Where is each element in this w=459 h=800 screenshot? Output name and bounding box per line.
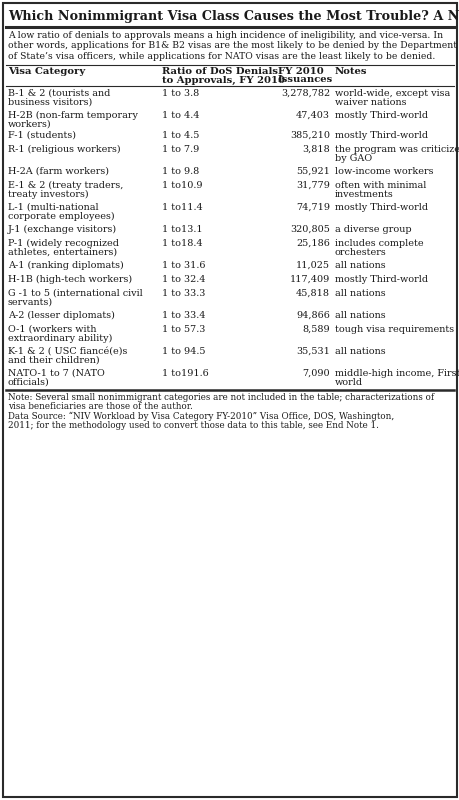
Text: investments: investments <box>334 190 393 199</box>
Text: 1 to 94.5: 1 to 94.5 <box>162 346 205 355</box>
Text: 1 to 4.4: 1 to 4.4 <box>162 110 199 119</box>
Text: often with minimal: often with minimal <box>334 181 425 190</box>
Text: Note: Several small nonimmigrant categories are not included in the table; chara: Note: Several small nonimmigrant categor… <box>8 393 433 402</box>
Text: 45,818: 45,818 <box>295 289 329 298</box>
Text: NATO-1 to 7 (NATO: NATO-1 to 7 (NATO <box>8 369 105 378</box>
Text: R-1 (religious workers): R-1 (religious workers) <box>8 145 120 154</box>
Text: 3,278,782: 3,278,782 <box>280 89 329 98</box>
Text: 7,090: 7,090 <box>302 369 329 378</box>
Text: F-1 (students): F-1 (students) <box>8 130 76 139</box>
Text: 1 to 7.9: 1 to 7.9 <box>162 145 199 154</box>
Text: 1 to 31.6: 1 to 31.6 <box>162 261 205 270</box>
Text: all nations: all nations <box>334 346 385 355</box>
Text: 1 to 3.8: 1 to 3.8 <box>162 89 199 98</box>
Text: workers): workers) <box>8 120 51 129</box>
Text: 35,531: 35,531 <box>296 346 329 355</box>
Text: P-1 (widely recognized: P-1 (widely recognized <box>8 238 119 248</box>
Text: 1 to 33.3: 1 to 33.3 <box>162 289 205 298</box>
Text: officials): officials) <box>8 378 50 387</box>
Text: world-wide, except visa: world-wide, except visa <box>334 89 449 98</box>
Text: A-1 (ranking diplomats): A-1 (ranking diplomats) <box>8 261 123 270</box>
Text: of State’s visa officers, while applications for NATO visas are the least likely: of State’s visa officers, while applicat… <box>8 52 434 61</box>
Text: 74,719: 74,719 <box>295 202 329 211</box>
Text: 2011; for the methodology used to convert those data to this table, see End Note: 2011; for the methodology used to conver… <box>8 421 378 430</box>
Text: O-1 (workers with: O-1 (workers with <box>8 325 96 334</box>
Text: 1 to 9.8: 1 to 9.8 <box>162 166 199 175</box>
Text: athletes, entertainers): athletes, entertainers) <box>8 248 117 257</box>
Text: L-1 (multi-national: L-1 (multi-national <box>8 202 98 211</box>
Text: 1 to 4.5: 1 to 4.5 <box>162 130 199 139</box>
Text: extraordinary ability): extraordinary ability) <box>8 334 112 343</box>
Text: middle-high income, First-: middle-high income, First- <box>334 369 459 378</box>
Text: treaty investors): treaty investors) <box>8 190 89 199</box>
Text: the program was criticized: the program was criticized <box>334 145 459 154</box>
Text: Ratio of DoS Denials: Ratio of DoS Denials <box>162 66 277 75</box>
Text: 31,779: 31,779 <box>296 181 329 190</box>
Text: other words, applications for B1& B2 visas are the most likely to be denied by t: other words, applications for B1& B2 vis… <box>8 42 456 50</box>
Text: B-1 & 2 (tourists and: B-1 & 2 (tourists and <box>8 89 110 98</box>
Text: all nations: all nations <box>334 261 385 270</box>
Text: Which Nonimmigrant Visa Class Causes the Most Trouble? A New Index: Which Nonimmigrant Visa Class Causes the… <box>8 10 459 23</box>
Text: all nations: all nations <box>334 289 385 298</box>
Text: servants): servants) <box>8 298 53 307</box>
Text: K-1 & 2 ( USC fiancé(e)s: K-1 & 2 ( USC fiancé(e)s <box>8 346 127 355</box>
Text: world: world <box>334 378 362 387</box>
Text: business visitors): business visitors) <box>8 98 92 107</box>
Text: H-2B (non-farm temporary: H-2B (non-farm temporary <box>8 110 138 120</box>
Text: E-1 & 2 (treaty traders,: E-1 & 2 (treaty traders, <box>8 181 123 190</box>
Text: Notes: Notes <box>334 66 367 75</box>
Text: 94,866: 94,866 <box>296 310 329 319</box>
Text: H-1B (high-tech workers): H-1B (high-tech workers) <box>8 274 132 284</box>
Text: A-2 (lesser diplomats): A-2 (lesser diplomats) <box>8 310 115 320</box>
Text: mostly Third-world: mostly Third-world <box>334 130 427 139</box>
Text: 47,403: 47,403 <box>295 110 329 119</box>
Text: a diverse group: a diverse group <box>334 225 411 234</box>
Text: Issuances: Issuances <box>277 75 332 85</box>
Text: 1 to191.6: 1 to191.6 <box>162 369 208 378</box>
Text: mostly Third-world: mostly Third-world <box>334 202 427 211</box>
Text: visa beneficiaries are those of the author.: visa beneficiaries are those of the auth… <box>8 402 192 411</box>
Text: 55,921: 55,921 <box>296 166 329 175</box>
Text: waiver nations: waiver nations <box>334 98 406 107</box>
Text: 25,186: 25,186 <box>296 238 329 247</box>
Text: all nations: all nations <box>334 310 385 319</box>
Text: 1 to11.4: 1 to11.4 <box>162 202 202 211</box>
Text: 1 to18.4: 1 to18.4 <box>162 238 202 247</box>
Text: 385,210: 385,210 <box>289 130 329 139</box>
Text: G -1 to 5 (international civil: G -1 to 5 (international civil <box>8 289 142 298</box>
Text: FY 2010: FY 2010 <box>277 66 323 75</box>
Text: by GAO: by GAO <box>334 154 371 163</box>
Text: 117,409: 117,409 <box>289 274 329 283</box>
Text: corporate employees): corporate employees) <box>8 212 114 221</box>
Text: Data Source: “NIV Workload by Visa Category FY-2010” Visa Office, DOS, Washingto: Data Source: “NIV Workload by Visa Categ… <box>8 411 393 421</box>
Text: 11,025: 11,025 <box>295 261 329 270</box>
Text: 3,818: 3,818 <box>302 145 329 154</box>
Text: Visa Category: Visa Category <box>8 66 85 75</box>
Text: 1 to10.9: 1 to10.9 <box>162 181 202 190</box>
Text: H-2A (farm workers): H-2A (farm workers) <box>8 166 109 175</box>
Text: includes complete: includes complete <box>334 238 423 247</box>
Text: J-1 (exchange visitors): J-1 (exchange visitors) <box>8 225 117 234</box>
Text: 1 to 33.4: 1 to 33.4 <box>162 310 205 319</box>
Text: low-income workers: low-income workers <box>334 166 432 175</box>
Text: 1 to 32.4: 1 to 32.4 <box>162 274 205 283</box>
Text: 8,589: 8,589 <box>302 325 329 334</box>
Text: 320,805: 320,805 <box>290 225 329 234</box>
Text: A low ratio of denials to approvals means a high incidence of ineligibility, and: A low ratio of denials to approvals mean… <box>8 31 442 40</box>
Text: mostly Third-world: mostly Third-world <box>334 110 427 119</box>
Text: orchesters: orchesters <box>334 248 386 257</box>
Text: 1 to13.1: 1 to13.1 <box>162 225 202 234</box>
Text: mostly Third-world: mostly Third-world <box>334 274 427 283</box>
Text: tough visa requirements: tough visa requirements <box>334 325 453 334</box>
Text: to Approvals, FY 2010: to Approvals, FY 2010 <box>162 75 285 85</box>
Text: 1 to 57.3: 1 to 57.3 <box>162 325 205 334</box>
Text: and their children): and their children) <box>8 356 100 365</box>
